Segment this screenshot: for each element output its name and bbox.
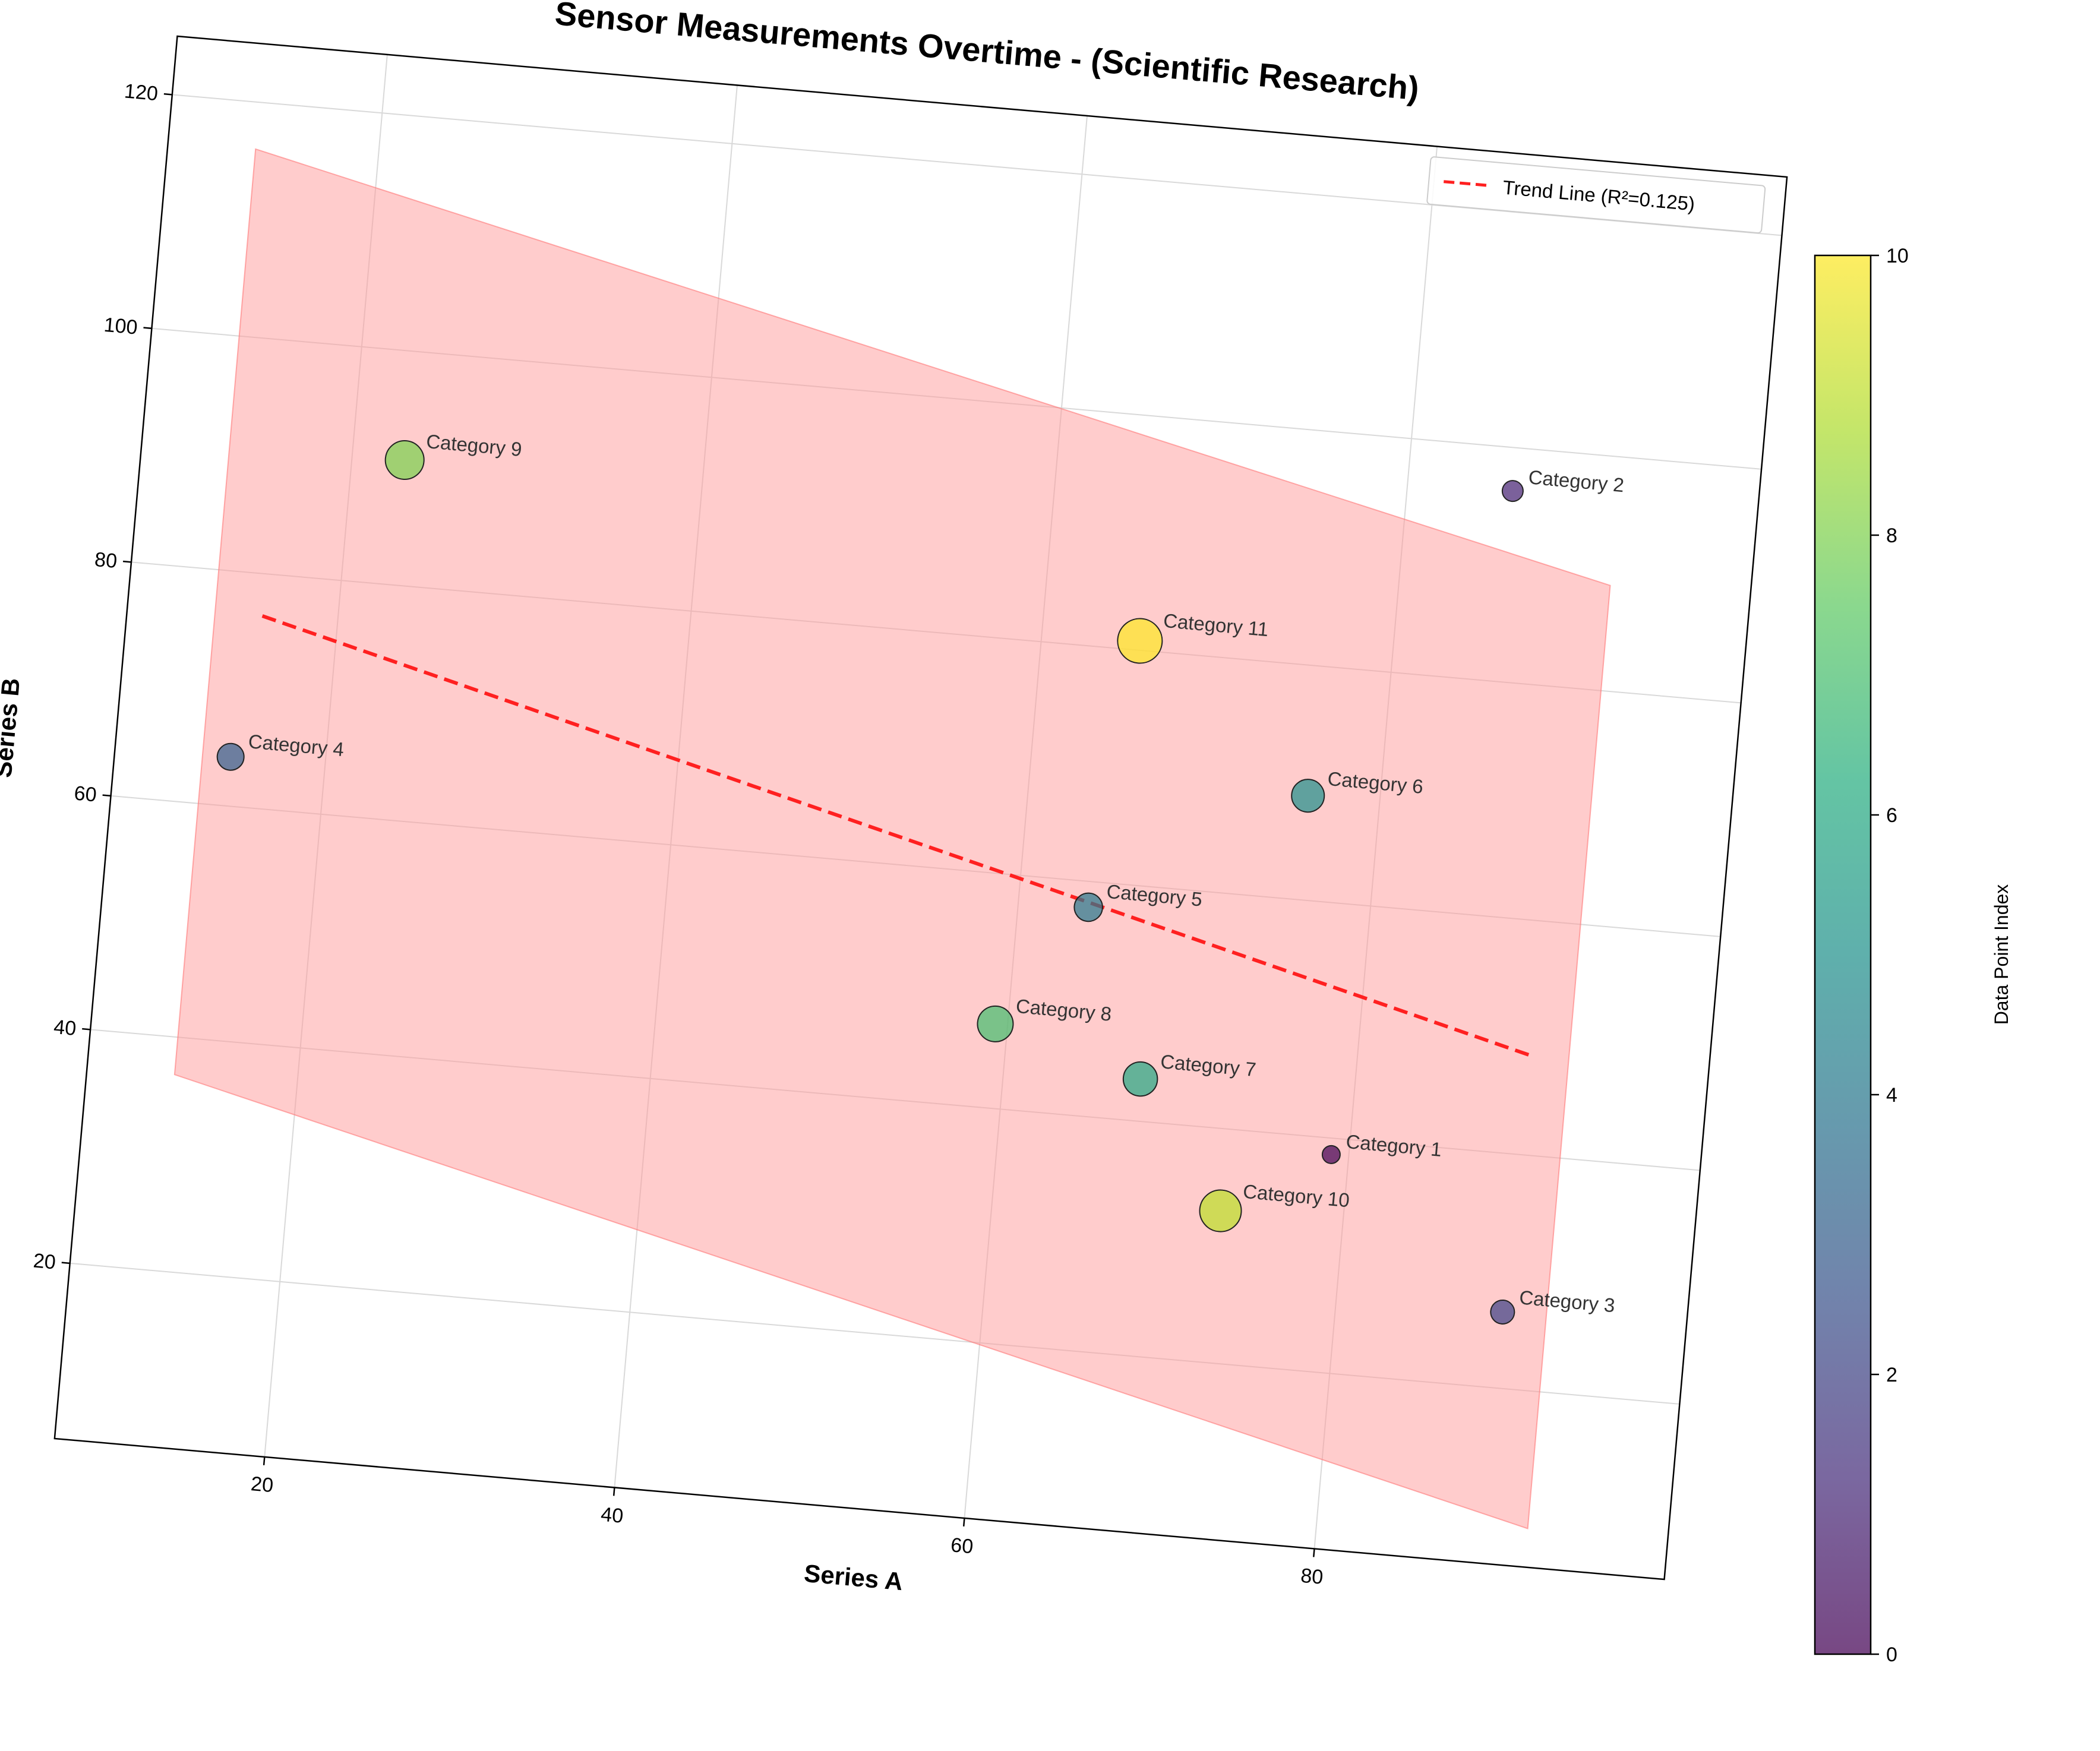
scatter-point: [1501, 480, 1524, 502]
colorbar-label: Data Point Index: [1991, 884, 2012, 1025]
trend-line: [261, 614, 1531, 1057]
y-tick-label: 60: [73, 782, 97, 807]
y-tick-label: 20: [32, 1250, 56, 1274]
colorbar-tick-label: 0: [1886, 1643, 1897, 1666]
y-tick-mark: [122, 560, 132, 563]
scatter-point: [977, 1005, 1014, 1042]
y-axis-label: Series B: [0, 677, 25, 779]
colorbar-tick-label: 6: [1886, 804, 1897, 827]
plot-frame: [53, 35, 1788, 1581]
scatter-point: [1117, 618, 1163, 664]
scatter-point: [1291, 779, 1325, 813]
colorbar-tick-label: 10: [1886, 245, 1909, 267]
x-tick-label: 80: [1300, 1564, 1324, 1589]
scatter-point: [1073, 892, 1103, 922]
x-axis-label: Series A: [803, 1559, 904, 1595]
y-tick-label: 100: [103, 314, 138, 339]
scatter-point: [1199, 1189, 1242, 1232]
scatter-point: [216, 742, 245, 771]
scatter-point: [1321, 1145, 1341, 1164]
x-tick-label: 20: [250, 1472, 274, 1497]
colorbar-tick-label: 4: [1886, 1084, 1897, 1107]
scatter-point: [384, 440, 425, 480]
colorbar: 0 2 4 6 8 10 Data Point Index: [1814, 245, 2012, 1666]
y-tick-label: 120: [124, 80, 159, 105]
trend-line-layer: [261, 614, 1531, 1057]
legend-box: [1426, 156, 1766, 234]
colorbar-ticks: 0 2 4 6 8 10: [1871, 245, 1909, 1666]
x-tick-mark: [1313, 1548, 1315, 1557]
x-axis-ticks: 20 40 60 80: [250, 1456, 1324, 1589]
y-tick-label: 40: [53, 1016, 77, 1040]
y-tick-label: 80: [94, 548, 118, 573]
confidence-band-layer: [173, 148, 1611, 1529]
colorbar-gradient: [1814, 254, 1872, 1655]
legend: Trend Line (R²=0.125): [1426, 156, 1766, 234]
chart-title: Sensor Measurements Overtime - (Scientif…: [554, 0, 1421, 107]
legend-trend-swatch: [1444, 180, 1489, 187]
x-tick-label: 60: [950, 1534, 974, 1558]
colorbar-tick-label: 2: [1886, 1364, 1897, 1386]
point-label: Category 2: [1527, 466, 1625, 496]
confidence-band: [173, 148, 1611, 1529]
y-tick-mark: [102, 794, 111, 797]
colorbar-tick-label: 8: [1886, 524, 1897, 547]
scatter-point: [1122, 1061, 1158, 1097]
y-axis-ticks: 20 40 60 80 100 120: [32, 80, 172, 1274]
x-tick-label: 40: [600, 1503, 624, 1528]
scatter-point: [1490, 1299, 1515, 1325]
